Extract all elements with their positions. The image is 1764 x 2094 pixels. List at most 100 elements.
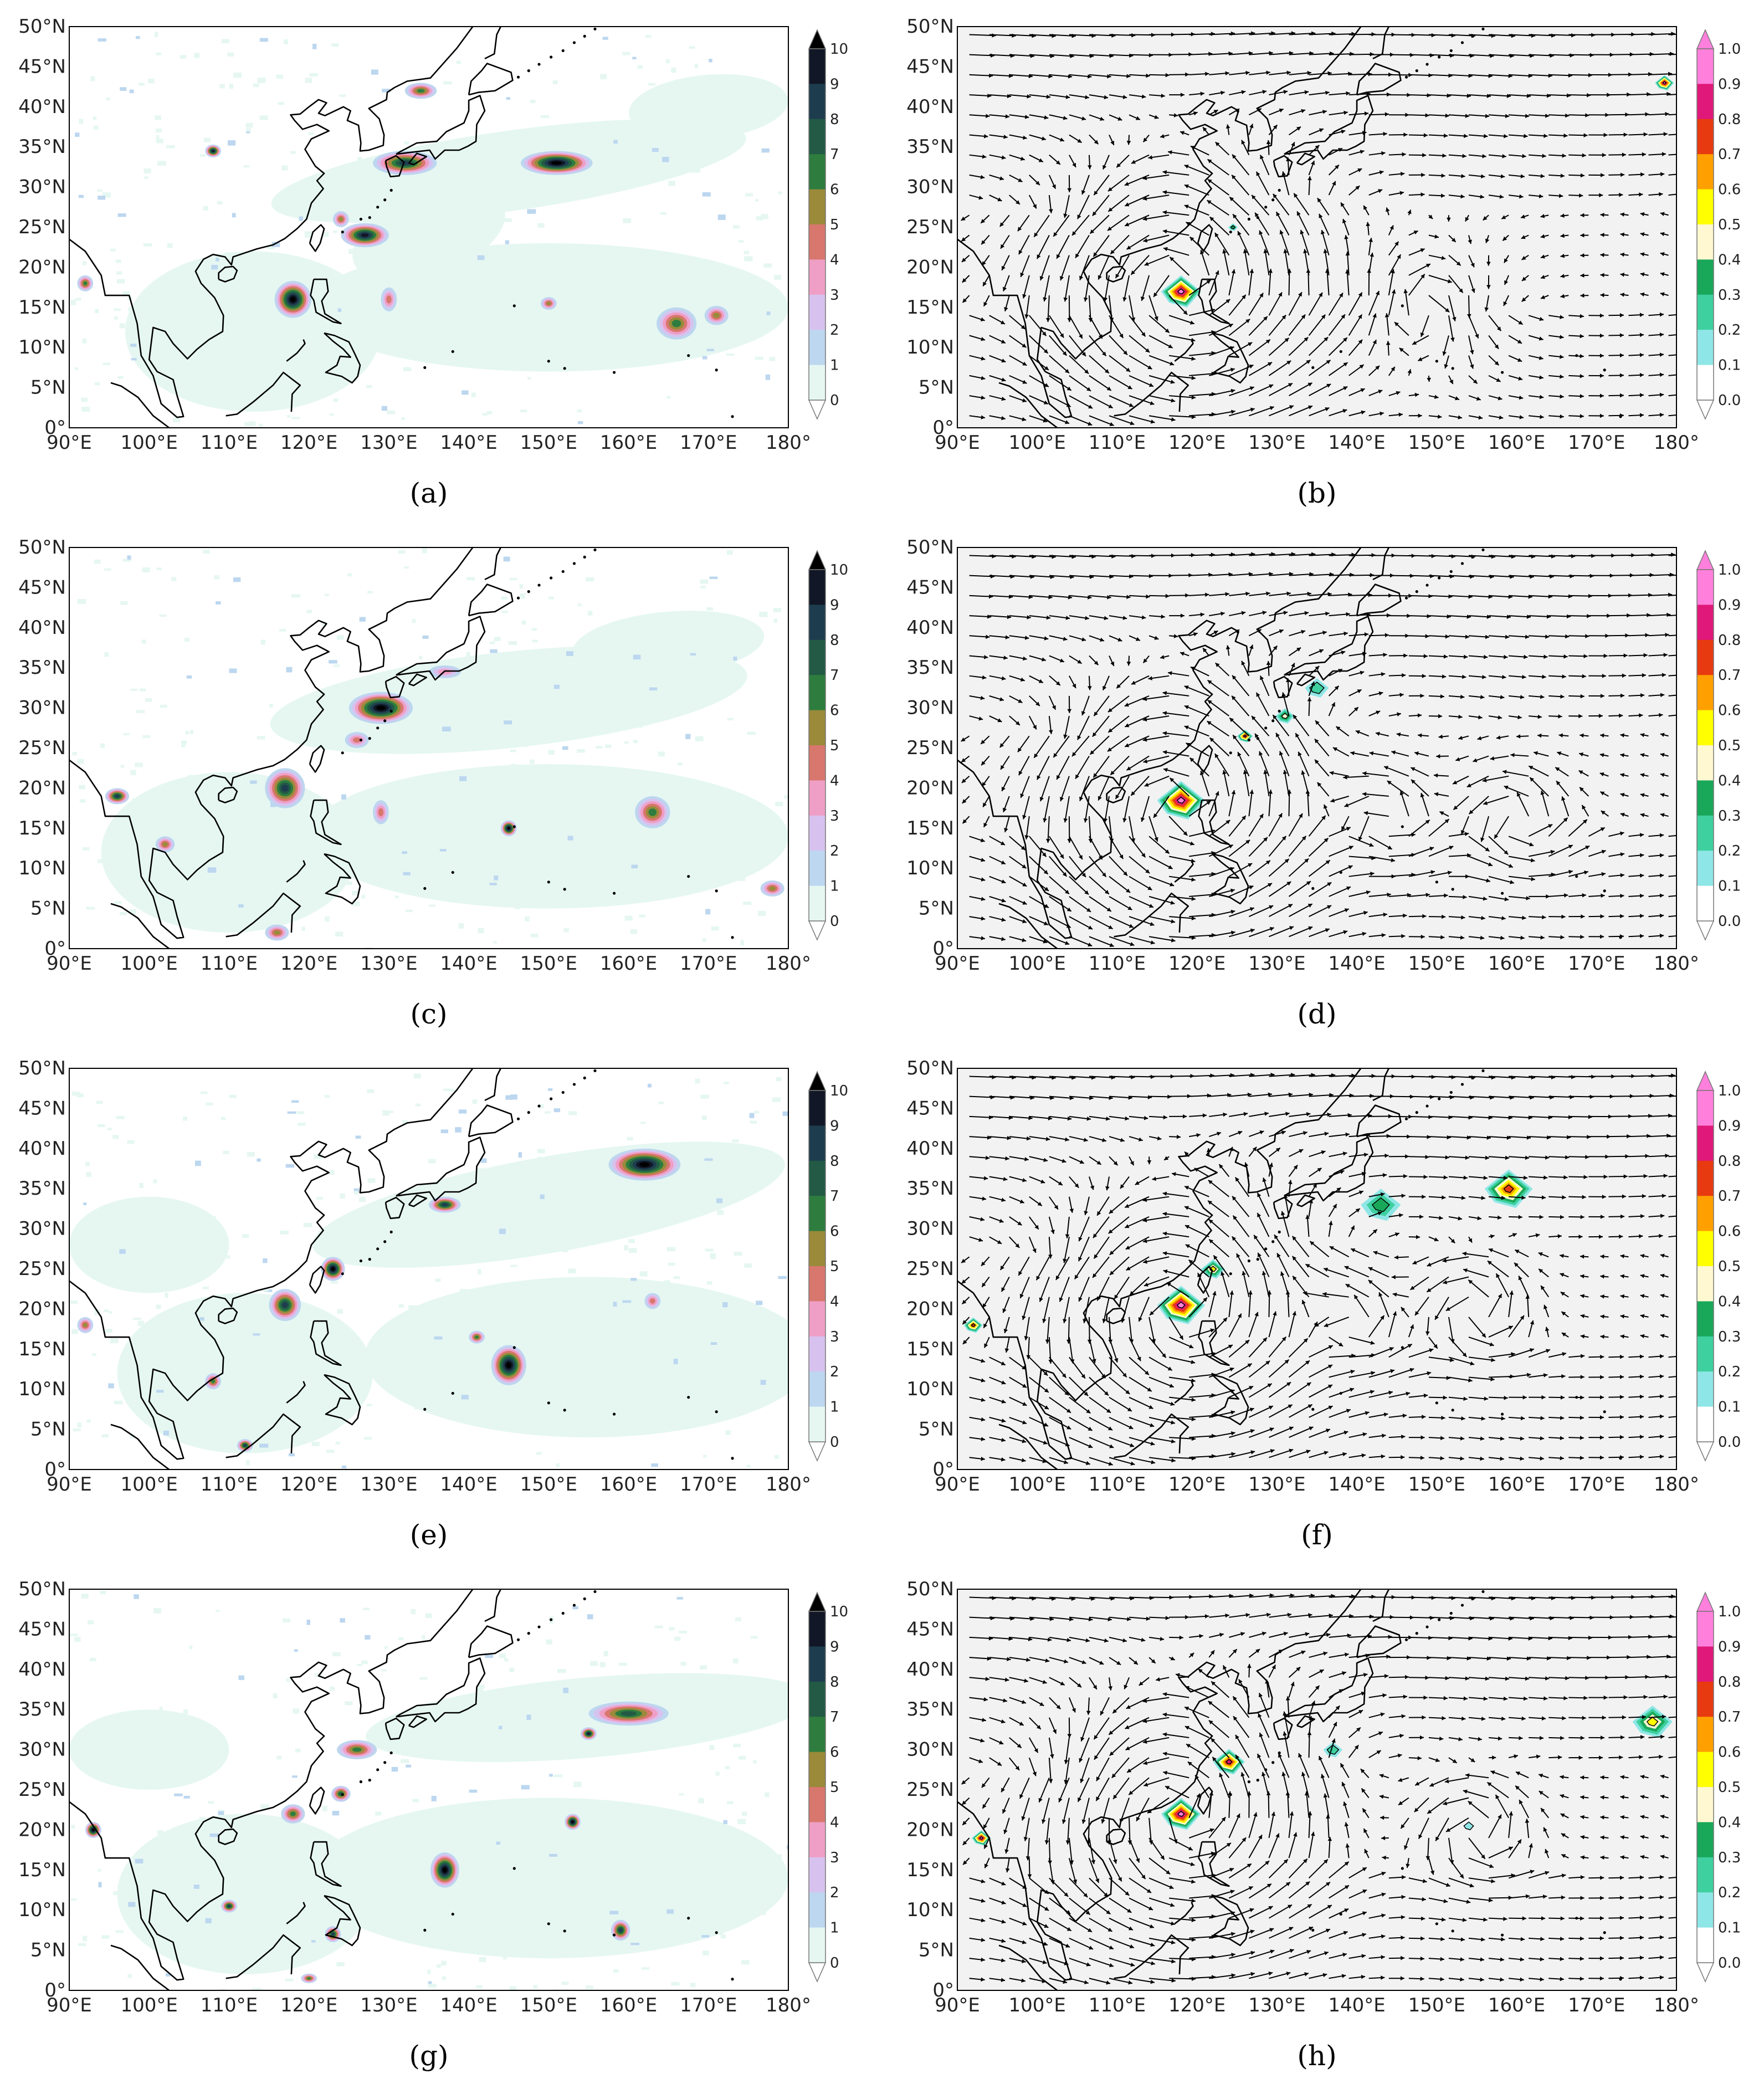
- island-dot-15: [451, 350, 454, 354]
- wind-arrow-head: [1405, 633, 1409, 638]
- wind-arrow-head: [1466, 314, 1471, 318]
- wind-arrow-head: [1162, 711, 1167, 715]
- wind-arrow: [1368, 613, 1391, 618]
- wind-arrow-head: [1496, 326, 1501, 331]
- precip-speckle: [477, 255, 485, 260]
- wind-arrow-head: [1116, 684, 1121, 689]
- wind-arrow: [1320, 229, 1330, 255]
- wind-arrow-head: [1042, 852, 1047, 857]
- wind-arrow: [1368, 856, 1396, 863]
- precip-speckle: [602, 37, 608, 40]
- wind-arrow: [1209, 388, 1235, 397]
- wind-arrow: [1124, 174, 1150, 186]
- precip-speckle: [553, 684, 560, 689]
- wind-arrow: [1249, 926, 1274, 938]
- wind-arrow-head: [1485, 238, 1490, 243]
- wind-arrow-shaft: [1548, 34, 1576, 36]
- wind-arrow: [1148, 816, 1158, 842]
- wind-arrow-head: [1184, 685, 1189, 690]
- precip-speckle: [77, 599, 86, 604]
- colorbar-tick-label: 10: [830, 41, 848, 58]
- precip-speckle: [520, 593, 525, 599]
- wind-arrow-head: [1186, 222, 1191, 226]
- wind-arrow: [1468, 355, 1474, 369]
- wind-arrow: [1077, 715, 1090, 740]
- wind-arrow: [1169, 395, 1196, 400]
- precip-speckle: [405, 909, 413, 913]
- island-dot-22: [563, 888, 566, 891]
- island-dot-0: [516, 596, 520, 600]
- precip-cell: [671, 320, 681, 327]
- wind-arrow: [1093, 234, 1110, 257]
- wind-arrow-head: [1308, 405, 1312, 409]
- wind-arrow: [1148, 114, 1159, 119]
- wind-arrow: [1468, 194, 1484, 199]
- precip-speckle: [738, 240, 744, 243]
- wind-arrow-head: [1022, 294, 1027, 299]
- wind-arrow: [1036, 235, 1050, 259]
- wind-arrow-head: [1225, 592, 1229, 597]
- wind-arrow-shaft: [1368, 856, 1396, 862]
- wind-arrow: [1069, 635, 1086, 642]
- wind-arrow-head: [1053, 752, 1058, 757]
- wind-arrow-head: [1001, 359, 1006, 363]
- island-dot-5: [1460, 41, 1464, 44]
- precip-speckle: [94, 382, 100, 386]
- wind-arrow: [1428, 714, 1443, 719]
- lat-tick-label: 40°N: [18, 96, 66, 118]
- wind-arrow: [1388, 913, 1407, 918]
- wind-arrow-head: [1421, 934, 1425, 939]
- precip-speckle: [119, 323, 125, 329]
- wind-arrow: [1033, 214, 1050, 238]
- wind-arrow-head: [1358, 836, 1363, 841]
- wind-arrow: [1428, 674, 1447, 679]
- wind-arrow-head: [1266, 70, 1270, 75]
- wind-arrow: [1232, 734, 1250, 757]
- wind-arrow: [989, 635, 1010, 639]
- wind-arrow: [981, 776, 990, 787]
- wind-arrow: [1408, 113, 1429, 117]
- wind-arrow: [1548, 844, 1573, 857]
- wind-arrow-head: [1088, 686, 1092, 690]
- wind-arrow: [1448, 295, 1457, 321]
- wind-arrow-head: [1378, 189, 1383, 193]
- wind-arrow: [1036, 756, 1050, 780]
- colorbar-segment: [809, 119, 825, 155]
- wind-arrow-head: [1455, 396, 1459, 401]
- wind-arrow: [1209, 216, 1230, 236]
- wind-arrow-head: [1434, 792, 1439, 797]
- wind-arrow: [962, 295, 970, 303]
- precip-speckle: [381, 406, 387, 411]
- map-content: [957, 27, 1676, 428]
- wind-arrow: [1069, 595, 1092, 600]
- colorbar-segment: [1697, 84, 1714, 120]
- wind-arrow-shaft: [1110, 234, 1130, 255]
- precip-speckle: [214, 575, 220, 580]
- wind-arrow-shaft: [1189, 873, 1216, 877]
- wind-arrow: [1368, 131, 1387, 136]
- wind-arrow: [989, 375, 1006, 382]
- wind-arrow: [969, 415, 986, 419]
- wind-arrow: [1368, 836, 1393, 850]
- wind-arrow: [1628, 313, 1644, 318]
- wind-arrow: [1568, 914, 1585, 919]
- wind-arrow: [1160, 134, 1170, 139]
- wind-arrow-head: [1366, 890, 1371, 895]
- wind-arrow-shaft: [1388, 254, 1402, 276]
- wind-arrow: [1129, 615, 1146, 620]
- wind-arrow-head: [1510, 752, 1515, 757]
- wind-arrow-shaft: [1284, 770, 1290, 797]
- wind-arrow-head: [1319, 649, 1324, 653]
- wind-arrow-shaft: [1069, 415, 1093, 426]
- wind-arrow-head: [1537, 733, 1542, 738]
- wind-arrow-head: [1043, 297, 1047, 302]
- wind-arrow-head: [1355, 186, 1360, 190]
- wind-arrow: [1028, 194, 1037, 209]
- precip-speckle: [769, 357, 776, 361]
- wind-arrow: [1548, 694, 1565, 699]
- wind-arrow-shaft: [1308, 292, 1323, 316]
- wind-arrow-shaft: [1098, 255, 1110, 280]
- precip-speckle: [557, 325, 563, 328]
- wind-arrow-shaft: [1093, 175, 1110, 196]
- precip-speckle: [606, 170, 609, 175]
